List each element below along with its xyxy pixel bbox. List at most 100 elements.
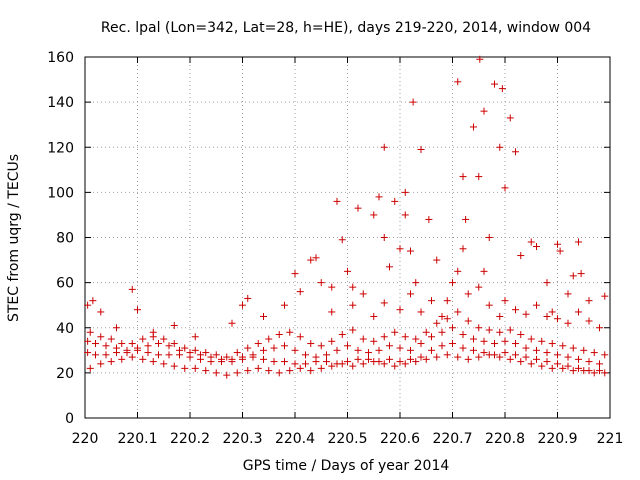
data-point <box>107 358 115 366</box>
data-point <box>149 358 157 366</box>
data-point <box>412 279 420 287</box>
data-point <box>165 342 173 350</box>
data-point <box>291 270 299 278</box>
data-point <box>370 312 378 320</box>
data-point <box>596 367 603 375</box>
data-point <box>144 349 152 357</box>
data-point <box>575 355 582 363</box>
y-tick-label: 0 <box>65 411 74 427</box>
data-point <box>496 143 504 151</box>
data-point <box>375 346 383 354</box>
data-point <box>559 342 567 350</box>
data-point <box>89 297 97 305</box>
data-point <box>244 367 252 375</box>
data-point <box>428 346 435 354</box>
data-point <box>533 301 540 309</box>
data-point <box>139 335 147 343</box>
data-point <box>223 353 231 361</box>
data-point <box>475 283 483 291</box>
data-point <box>139 355 147 363</box>
data-point <box>270 344 278 352</box>
data-point <box>275 331 283 339</box>
data-point <box>564 319 572 327</box>
data-point <box>370 211 378 219</box>
data-point <box>517 358 525 366</box>
data-point <box>202 367 210 375</box>
data-point <box>443 351 451 359</box>
data-point <box>386 355 393 363</box>
y-tick-label: 80 <box>56 231 74 247</box>
x-tick-label: 220.7 <box>432 431 472 447</box>
data-point <box>107 335 115 343</box>
data-point <box>84 349 92 357</box>
data-point <box>480 337 488 345</box>
data-point <box>113 324 120 332</box>
data-point <box>443 297 451 305</box>
axis-ticks <box>84 56 611 419</box>
data-point <box>144 342 152 350</box>
data-point <box>485 351 493 359</box>
data-point <box>260 346 267 354</box>
data-point <box>506 326 514 334</box>
data-point <box>396 306 404 314</box>
data-point <box>113 344 120 352</box>
data-point <box>134 306 141 314</box>
data-point <box>212 369 220 377</box>
data-point <box>533 243 540 251</box>
data-point <box>480 107 488 115</box>
data-point <box>538 337 546 345</box>
data-point <box>349 326 357 334</box>
data-point <box>596 324 603 332</box>
data-point <box>533 346 540 354</box>
data-point <box>438 328 446 336</box>
data-point <box>118 355 126 363</box>
data-point <box>170 340 178 348</box>
data-point <box>176 346 183 354</box>
data-point <box>165 351 173 359</box>
data-point <box>496 312 504 320</box>
data-point <box>296 333 304 341</box>
data-point <box>202 349 210 357</box>
data-point <box>512 340 519 348</box>
data-point <box>569 272 577 280</box>
data-point <box>84 337 92 345</box>
data-point <box>270 358 278 366</box>
data-point <box>464 290 472 298</box>
data-point <box>391 362 399 370</box>
data-point <box>459 331 467 339</box>
data-point <box>517 331 525 339</box>
data-point <box>134 344 141 352</box>
data-point <box>464 317 472 325</box>
data-point <box>155 351 162 359</box>
data-point <box>501 349 509 357</box>
data-point <box>512 351 519 359</box>
data-point <box>527 238 535 246</box>
data-point <box>496 328 504 336</box>
data-point <box>328 283 336 291</box>
data-point <box>97 308 105 316</box>
data-point <box>554 360 561 368</box>
data-point <box>425 215 433 223</box>
data-point <box>296 288 304 296</box>
data-point <box>428 333 435 341</box>
data-point <box>459 245 467 253</box>
data-point <box>480 267 488 275</box>
data-point <box>323 351 330 359</box>
data-point <box>554 315 561 323</box>
data-point <box>170 321 178 329</box>
data-point <box>580 367 588 375</box>
data-point <box>601 369 609 377</box>
data-point <box>554 240 561 248</box>
data-point <box>170 362 178 370</box>
data-point <box>548 340 556 348</box>
data-point <box>417 353 425 361</box>
data-point <box>260 355 267 363</box>
data-point <box>538 362 546 370</box>
data-point <box>317 364 325 372</box>
data-point <box>254 364 262 372</box>
data-point <box>590 369 598 377</box>
data-point <box>239 353 246 361</box>
data-point <box>338 236 346 244</box>
x-tick-label: 220.8 <box>485 431 525 447</box>
y-tick-label: 60 <box>56 276 74 292</box>
